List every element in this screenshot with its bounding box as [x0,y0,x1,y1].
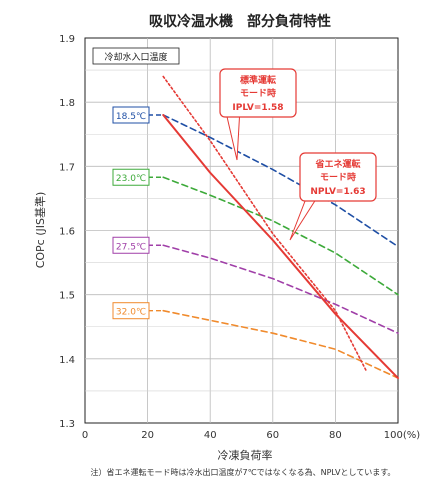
callout-eco-line2: モード時 [320,171,356,183]
x-tick-label: 80 [329,430,342,441]
x-tick-label: 100(%) [384,430,420,441]
y-tick-label: 1.5 [59,291,75,302]
y-tick-label: 1.8 [59,98,75,109]
legend-title-box: 冷却水入口温度 [93,48,179,64]
series-label-text: 32.0℃ [116,308,146,318]
x-tick-label: 60 [266,430,279,441]
x-tick-label: 0 [82,430,88,441]
x-tick-label: 40 [204,430,217,441]
callout-eco-line3: NPLV=1.63 [310,187,365,197]
x-axis-label: 冷凍負荷率 [218,448,273,462]
legend-title: 冷却水入口温度 [104,51,167,63]
y-tick-label: 1.6 [59,227,75,238]
x-tick-label: 20 [141,430,154,441]
callout-standard-line2: モード時 [240,87,276,99]
callout-standard-line3: IPLV=1.58 [232,103,283,113]
y-axis-label: COPc (JIS基準) [33,192,47,269]
callout-standard-line1: 標準運転 [240,74,276,86]
callout-eco-line1: 省エネ運転 [314,158,360,170]
y-tick-label: 1.9 [59,34,75,45]
y-tick-label: 1.4 [59,355,75,366]
chart-title: 吸収冷温水機 部分負荷特性 [149,13,331,30]
series-label-text: 27.5℃ [116,242,146,252]
footnote: 注）省エネ運転モード時は冷水出口温度が7℃ではなくなる為、NPLVとしています。 [91,467,396,477]
series-label-text: 18.5℃ [116,112,146,122]
series-label-text: 23.0℃ [116,174,146,184]
y-tick-label: 1.3 [59,419,75,430]
y-tick-label: 1.7 [59,162,75,173]
